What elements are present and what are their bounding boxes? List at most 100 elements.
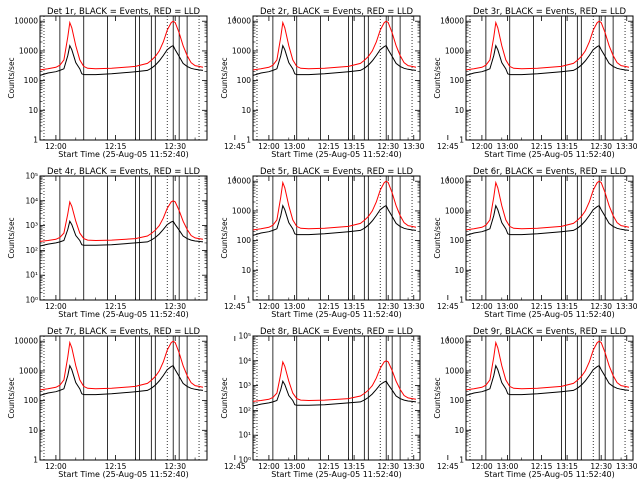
x-tick-label: 12:45 xyxy=(224,462,246,471)
y-tick-label: 10 xyxy=(28,106,38,115)
series-line-events xyxy=(252,44,417,76)
x-tick-label: 13:00 xyxy=(497,462,519,471)
x-axis-label: Start Time (25-Aug-05 11:52:40) xyxy=(58,150,189,159)
y-tick-label: 100 xyxy=(237,76,252,85)
chart-title: Det 2r, BLACK = Events, RED = LLD xyxy=(260,7,414,17)
y-tick-label: 10³ xyxy=(238,381,251,390)
x-tick-label: 13:15 xyxy=(343,142,365,151)
x-tick-label: 12:45 xyxy=(437,302,459,311)
x-axis-label: Start Time (25-Aug-05 11:52:40) xyxy=(484,150,615,159)
y-tick-label: 1000 xyxy=(232,206,251,215)
x-tick-label: 12:30 xyxy=(377,462,399,471)
x-tick-label: 12:15 xyxy=(318,462,340,471)
chart-panel-1: Det 1r, BLACK = Events, RED = LLD 1 10 100 1… xyxy=(7,7,425,159)
x-tick-label: 12:45 xyxy=(224,302,246,311)
y-axis-label: Counts/sec xyxy=(433,377,442,418)
chart-panel-6: Det 6r, BLACK = Events, RED = LLD 1 10 100 1… xyxy=(433,167,634,319)
chart-title: Det 7r, BLACK = Events, RED = LLD xyxy=(47,327,201,337)
y-tick-label: 10¹ xyxy=(25,271,38,280)
plot-frame xyxy=(465,15,634,141)
series-line-events xyxy=(252,204,417,236)
y-tick-label: 10000 xyxy=(440,17,464,26)
plot-frame xyxy=(39,15,208,141)
y-tick-label: 1 xyxy=(33,136,38,145)
series-line-events xyxy=(39,364,204,396)
y-tick-label: 10⁰ xyxy=(25,296,38,305)
x-tick-label: 12:00 xyxy=(45,142,67,151)
y-tick-label: 1 xyxy=(246,296,251,305)
x-tick-label: 12:00 xyxy=(471,142,493,151)
x-tick-label: 12:45 xyxy=(437,462,459,471)
plot-frame xyxy=(252,15,421,141)
y-tick-label: 1000 xyxy=(445,46,464,55)
x-axis-label: Start Time (25-Aug-05 11:52:40) xyxy=(58,470,189,479)
chart-title: Det 8r, BLACK = Events, RED = LLD xyxy=(260,327,414,337)
x-axis-label: Start Time (25-Aug-05 11:52:40) xyxy=(484,310,615,319)
y-axis-label: Counts/sec xyxy=(433,57,442,98)
y-tick-label: 10² xyxy=(238,406,251,415)
series-line-lld xyxy=(39,340,204,391)
chart-title: Det 3r, BLACK = Events, RED = LLD xyxy=(473,7,627,17)
x-tick-label: 12:15 xyxy=(531,462,553,471)
y-tick-label: 1 xyxy=(459,456,464,465)
x-axis-label: Start Time (25-Aug-05 11:52:40) xyxy=(271,310,402,319)
x-tick-label: 12:00 xyxy=(258,142,280,151)
plot-frame xyxy=(252,175,421,301)
x-tick-label: 13:30 xyxy=(403,142,425,151)
y-tick-label: 10000 xyxy=(14,337,38,346)
x-tick-label: 12:15 xyxy=(318,142,340,151)
chart-panel-3: Det 3r, BLACK = Events, RED = LLD 1 10 100 1… xyxy=(433,7,634,159)
y-axis-label: Counts/sec xyxy=(220,57,229,98)
x-axis-label: Start Time (25-Aug-05 11:52:40) xyxy=(58,310,189,319)
y-tick-label: 10 xyxy=(241,266,251,275)
y-tick-label: 10⁰ xyxy=(238,456,251,465)
y-axis-label: Counts/sec xyxy=(7,57,16,98)
x-tick-label: 12:30 xyxy=(590,302,612,311)
y-tick-label: 10000 xyxy=(440,337,464,346)
chart-title: Det 6r, BLACK = Events, RED = LLD xyxy=(473,167,627,177)
x-tick-label: 12:00 xyxy=(471,302,493,311)
plot-frame xyxy=(39,175,208,301)
y-tick-label: 10⁵ xyxy=(25,172,38,181)
chart-title: Det 9r, BLACK = Events, RED = LLD xyxy=(473,327,627,337)
y-tick-label: 10⁴ xyxy=(25,196,38,205)
chart-title: Det 4r, BLACK = Events, RED = LLD xyxy=(47,167,201,177)
x-axis-label: Start Time (25-Aug-05 11:52:40) xyxy=(271,470,402,479)
y-tick-label: 1000 xyxy=(19,46,38,55)
x-tick-label: 12:30 xyxy=(164,142,186,151)
y-tick-label: 10000 xyxy=(14,17,38,26)
x-tick-label: 13:15 xyxy=(556,142,578,151)
y-tick-label: 1 xyxy=(33,456,38,465)
x-tick-label: 13:00 xyxy=(497,142,519,151)
y-tick-label: 10⁴ xyxy=(238,356,251,365)
y-axis-label: Counts/sec xyxy=(220,377,229,418)
plot-frame xyxy=(465,335,634,461)
y-tick-label: 10000 xyxy=(227,17,251,26)
chart-panel-4: Det 4r, BLACK = Events, RED = LLD 10⁰ 10¹ 1… xyxy=(7,167,425,319)
x-tick-label: 12:15 xyxy=(318,302,340,311)
x-tick-label: 13:15 xyxy=(556,462,578,471)
y-tick-label: 1000 xyxy=(445,206,464,215)
series-line-events xyxy=(39,44,204,76)
y-tick-label: 10⁵ xyxy=(238,332,251,341)
series-line-lld xyxy=(252,360,417,402)
chart-title: Det 5r, BLACK = Events, RED = LLD xyxy=(260,167,414,177)
x-tick-label: 13:15 xyxy=(343,302,365,311)
y-tick-label: 10000 xyxy=(227,177,251,186)
chart-panel-7: Det 7r, BLACK = Events, RED = LLD 1 10 100 1… xyxy=(7,327,425,479)
x-tick-label: 12:45 xyxy=(437,142,459,151)
y-tick-label: 10¹ xyxy=(238,431,251,440)
y-axis-label: Counts/sec xyxy=(7,217,16,258)
x-tick-label: 12:30 xyxy=(164,462,186,471)
series-line-events xyxy=(465,364,630,396)
x-tick-label: 13:00 xyxy=(497,302,519,311)
y-tick-label: 100 xyxy=(450,76,465,85)
x-tick-label: 12:00 xyxy=(258,462,280,471)
y-tick-label: 1 xyxy=(246,136,251,145)
series-line-events xyxy=(252,379,417,407)
series-line-lld xyxy=(465,340,630,391)
x-tick-label: 12:45 xyxy=(224,142,246,151)
plot-frame xyxy=(465,175,634,301)
x-tick-label: 12:30 xyxy=(377,142,399,151)
y-tick-label: 100 xyxy=(450,236,465,245)
